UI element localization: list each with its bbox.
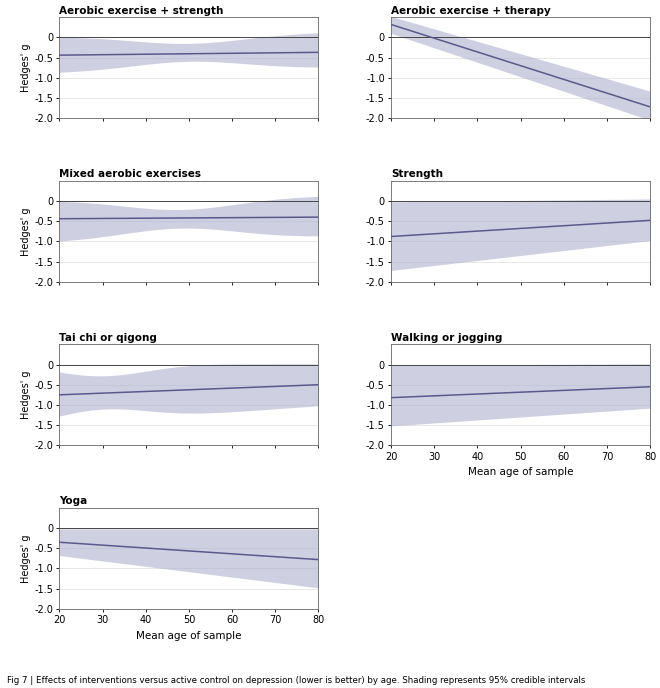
X-axis label: Mean age of sample: Mean age of sample: [136, 631, 242, 641]
Y-axis label: Hedges' g: Hedges' g: [22, 43, 32, 92]
Y-axis label: Hedges' g: Hedges' g: [22, 207, 32, 255]
Text: Walking or jogging: Walking or jogging: [391, 333, 502, 343]
Y-axis label: Hedges' g: Hedges' g: [22, 371, 32, 419]
Text: Aerobic exercise + strength: Aerobic exercise + strength: [59, 6, 224, 16]
Text: Mixed aerobic exercises: Mixed aerobic exercises: [59, 169, 201, 180]
X-axis label: Mean age of sample: Mean age of sample: [468, 467, 574, 477]
Text: Aerobic exercise + therapy: Aerobic exercise + therapy: [391, 6, 551, 16]
Text: Tai chi or qigong: Tai chi or qigong: [59, 333, 157, 343]
Text: Strength: Strength: [391, 169, 443, 180]
Text: Fig 7 | Effects of interventions versus active control on depression (lower is b: Fig 7 | Effects of interventions versus …: [7, 676, 585, 685]
Y-axis label: Hedges' g: Hedges' g: [22, 534, 32, 583]
Text: Yoga: Yoga: [59, 497, 88, 506]
